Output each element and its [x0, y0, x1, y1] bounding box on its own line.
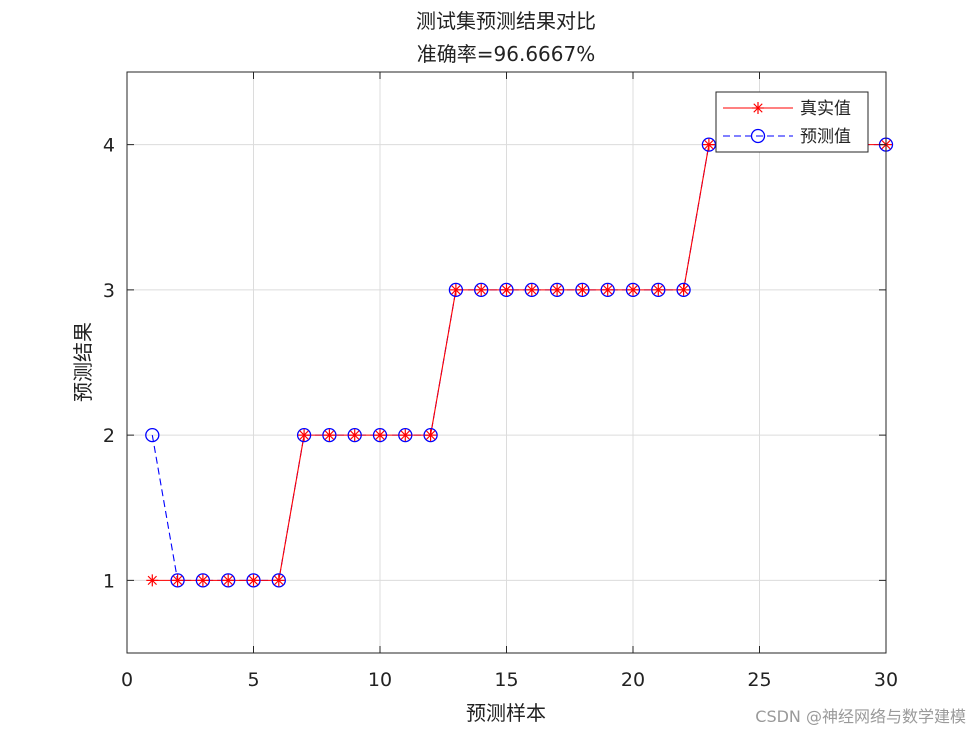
x-tick-labels: 0 5 10 15 20 25 30 — [121, 669, 898, 691]
x-tick-label: 20 — [621, 669, 645, 691]
x-tick-label: 10 — [368, 669, 392, 691]
x-tick-label: 30 — [874, 669, 898, 691]
legend-marker — [752, 102, 764, 114]
y-tick-labels: 1 2 3 4 — [103, 135, 115, 593]
y-tick-label: 1 — [103, 570, 115, 592]
data-point — [195, 573, 211, 588]
legend-item: 预测值 — [723, 127, 851, 147]
x-tick-label: 0 — [121, 669, 133, 691]
data-point — [551, 283, 564, 296]
data-point — [676, 282, 691, 298]
data-point — [374, 429, 386, 442]
plot-area — [126, 71, 894, 654]
data-point — [524, 282, 539, 298]
x-tick-label: 5 — [247, 669, 259, 691]
data-point — [145, 427, 160, 443]
legend-box — [715, 91, 869, 153]
watermark-text: CSDN @神经网络与数学建模 — [755, 707, 966, 726]
data-point — [398, 427, 413, 443]
data-point — [549, 282, 565, 298]
data-point — [246, 573, 261, 588]
data-point — [271, 573, 286, 588]
data-point — [652, 283, 665, 296]
data-point — [272, 574, 285, 587]
y-axis-label: 预测结果 — [71, 322, 95, 402]
data-point — [448, 282, 464, 298]
data-point — [500, 283, 513, 296]
x-axis-label: 预测样本 — [466, 701, 546, 725]
data-point — [651, 282, 666, 298]
data-point — [170, 573, 185, 588]
data-point — [701, 137, 717, 152]
data-point — [601, 283, 614, 296]
chart-title: 测试集预测结果对比 — [416, 9, 596, 33]
data-point — [322, 427, 337, 443]
data-point — [625, 282, 641, 298]
data-point — [499, 282, 514, 298]
data-point — [347, 427, 362, 443]
data-point — [247, 574, 260, 587]
data-point — [575, 282, 590, 298]
data-point — [449, 283, 462, 296]
legend-item: 真实值 — [723, 99, 851, 119]
y-tick-label: 3 — [103, 280, 115, 302]
data-point — [677, 283, 690, 296]
data-point — [323, 429, 336, 442]
data-point — [348, 429, 361, 442]
data-point — [171, 574, 184, 587]
y-tick-label: 4 — [103, 135, 115, 157]
data-point — [423, 427, 438, 443]
data-point — [702, 138, 715, 151]
data-point — [298, 429, 311, 442]
data-point — [146, 574, 159, 587]
legend-label: 真实值 — [800, 99, 851, 119]
chart-subtitle: 准确率=96.6667% — [417, 42, 595, 66]
data-point — [372, 427, 388, 443]
x-tick-label: 25 — [747, 669, 771, 691]
y-tick-label: 2 — [103, 425, 115, 447]
data-point — [576, 283, 589, 296]
data-point — [475, 283, 488, 296]
legend-marker — [750, 128, 766, 144]
data-point — [600, 282, 615, 298]
legend-label: 预测值 — [800, 127, 851, 147]
data-point — [525, 283, 538, 296]
data-point — [222, 574, 235, 587]
axis-ticks — [126, 72, 887, 653]
data-point — [627, 283, 639, 296]
data-point — [196, 574, 209, 587]
data-point — [474, 282, 489, 298]
data-point — [221, 573, 236, 588]
data-point — [399, 429, 412, 442]
data-point — [296, 427, 312, 443]
data-point — [424, 429, 437, 442]
x-tick-label: 15 — [494, 669, 518, 691]
